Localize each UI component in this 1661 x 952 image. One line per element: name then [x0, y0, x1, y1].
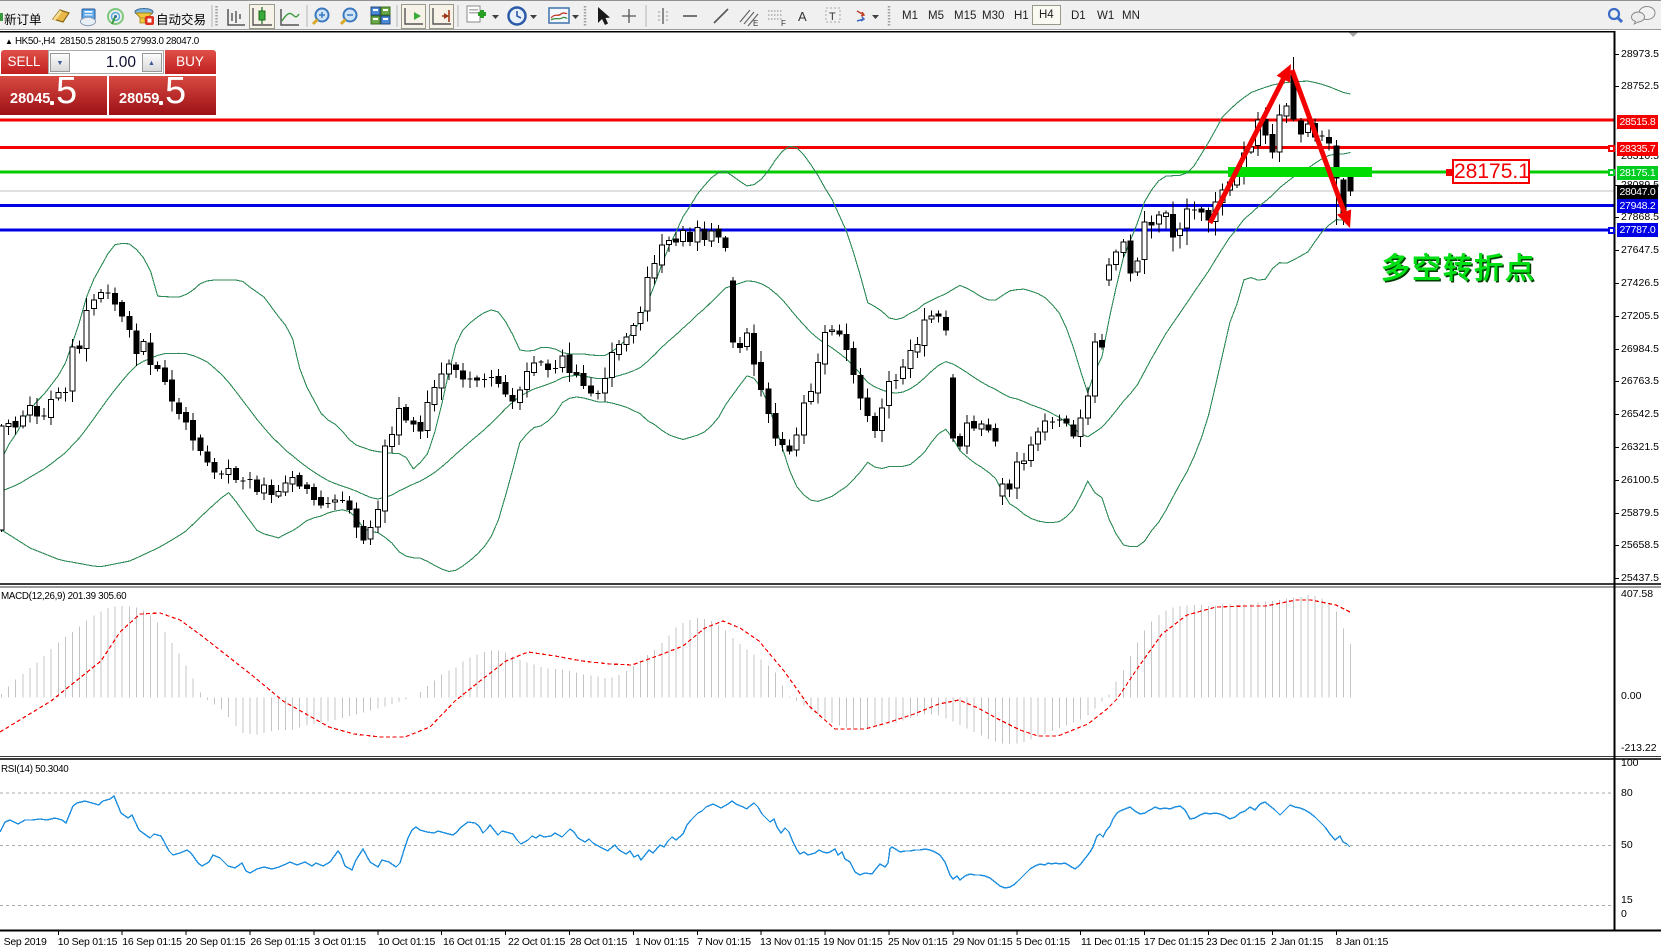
svg-text:A: A [798, 9, 807, 24]
svg-text:E: E [753, 19, 758, 28]
svg-text:T: T [829, 11, 836, 23]
svg-text:F: F [781, 19, 786, 28]
